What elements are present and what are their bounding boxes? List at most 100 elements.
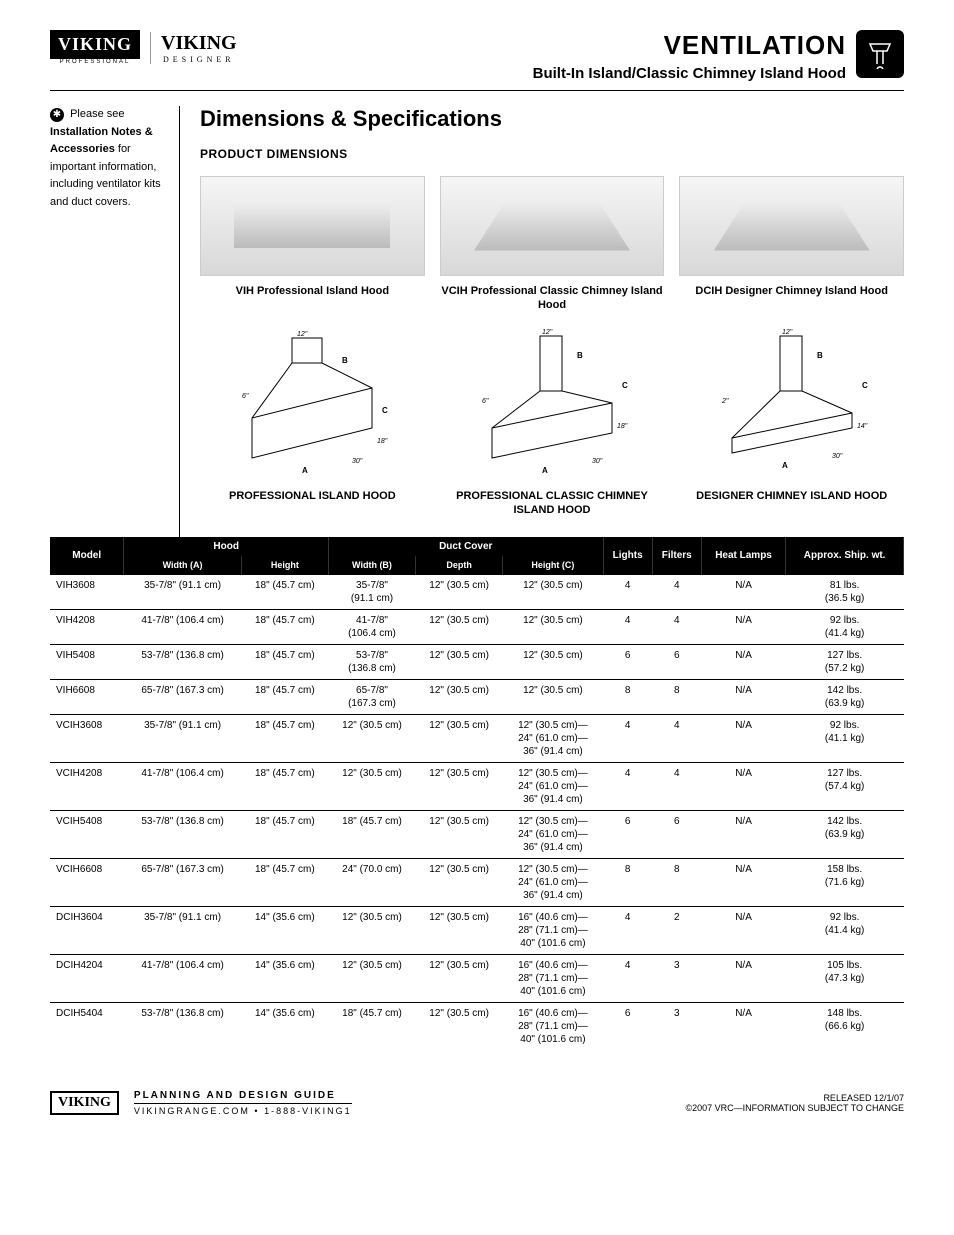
- diagram-3: 2" 12" B C 14" A 30": [679, 323, 904, 483]
- logo1-sub: PROFESSIONAL: [50, 59, 140, 65]
- cell-lights: 4: [603, 955, 652, 1003]
- header-right: VENTILATION Built-In Island/Classic Chim…: [533, 30, 904, 82]
- cell-lights: 4: [603, 715, 652, 763]
- cell-hh: 18" (45.7 cm): [241, 575, 328, 610]
- cell-hc: 12" (30.5 cm): [503, 575, 603, 610]
- cell-dd: 12" (30.5 cm): [416, 907, 503, 955]
- svg-text:30": 30": [352, 458, 363, 465]
- page-header: VIKING PROFESSIONAL VIKING DESIGNER VENT…: [50, 30, 904, 91]
- cell-dd: 12" (30.5 cm): [416, 811, 503, 859]
- cell-hh: 18" (45.7 cm): [241, 715, 328, 763]
- cell-wb: 18" (45.7 cm): [328, 811, 415, 859]
- sub-title: PRODUCT DIMENSIONS: [200, 147, 904, 161]
- th-duct: Duct Cover: [328, 537, 603, 556]
- cell-wb: 12" (30.5 cm): [328, 763, 415, 811]
- cell-dd: 12" (30.5 cm): [416, 645, 503, 680]
- logo2-sub: DESIGNER: [161, 55, 237, 64]
- cell-wb: 53-7/8" (136.8 cm): [328, 645, 415, 680]
- footer-line2: VIKINGRANGE.COM • 1-888-VIKING1: [134, 1106, 352, 1116]
- cell-model: VCIH3608: [50, 715, 124, 763]
- cell-wb: 18" (45.7 cm): [328, 1003, 415, 1051]
- table-row: VIH360835-7/8" (91.1 cm)18" (45.7 cm)35-…: [50, 575, 904, 610]
- cell-model: VCIH4208: [50, 763, 124, 811]
- section-title: Dimensions & Specifications: [200, 106, 904, 132]
- table-row: VIH540853-7/8" (136.8 cm)18" (45.7 cm)53…: [50, 645, 904, 680]
- cell-model: VIH3608: [50, 575, 124, 610]
- svg-text:12": 12": [297, 331, 308, 338]
- svg-text:18": 18": [617, 423, 628, 430]
- cell-lights: 8: [603, 859, 652, 907]
- svg-text:14": 14": [857, 423, 868, 430]
- cell-model: VCIH5408: [50, 811, 124, 859]
- svg-text:B: B: [577, 351, 583, 360]
- cell-filters: 6: [652, 645, 701, 680]
- cell-wa: 53-7/8" (136.8 cm): [124, 1003, 241, 1051]
- svg-text:30": 30": [832, 453, 843, 460]
- cell-hc: 12" (30.5 cm)— 24" (61.0 cm)— 36" (91.4 …: [503, 811, 603, 859]
- cell-wb: 12" (30.5 cm): [328, 955, 415, 1003]
- diagram-label-3: DESIGNER CHIMNEY ISLAND HOOD: [679, 489, 904, 503]
- footer-copyright: ©2007 VRC—INFORMATION SUBJECT TO CHANGE: [685, 1103, 904, 1113]
- th-hc: Height (C): [503, 556, 603, 575]
- svg-text:12": 12": [782, 329, 793, 336]
- cell-heat: N/A: [701, 645, 785, 680]
- svg-text:12": 12": [542, 329, 553, 336]
- cell-filters: 8: [652, 680, 701, 715]
- cell-dd: 12" (30.5 cm): [416, 859, 503, 907]
- cell-wa: 53-7/8" (136.8 cm): [124, 645, 241, 680]
- cell-hc: 12" (30.5 cm)— 24" (61.0 cm)— 36" (91.4 …: [503, 859, 603, 907]
- ventilation-icon: [856, 30, 904, 78]
- svg-text:6": 6": [482, 398, 489, 405]
- cell-hh: 14" (35.6 cm): [241, 907, 328, 955]
- cell-hc: 12" (30.5 cm): [503, 645, 603, 680]
- svg-text:A: A: [782, 461, 788, 470]
- cell-hc: 12" (30.5 cm)— 24" (61.0 cm)— 36" (91.4 …: [503, 715, 603, 763]
- cell-heat: N/A: [701, 610, 785, 645]
- diagram-label-1: PROFESSIONAL ISLAND HOOD: [200, 489, 425, 503]
- cell-wa: 35-7/8" (91.1 cm): [124, 907, 241, 955]
- table-row: DCIH540453-7/8" (136.8 cm)14" (35.6 cm)1…: [50, 1003, 904, 1051]
- cell-filters: 4: [652, 610, 701, 645]
- cell-hc: 16" (40.6 cm)— 28" (71.1 cm)— 40" (101.6…: [503, 1003, 603, 1051]
- table-row: DCIH360435-7/8" (91.1 cm)14" (35.6 cm) 12…: [50, 907, 904, 955]
- cell-model: VIH5408: [50, 645, 124, 680]
- cell-wt: 142 lbs. (63.9 kg): [786, 811, 904, 859]
- cell-heat: N/A: [701, 680, 785, 715]
- cell-filters: 4: [652, 575, 701, 610]
- cell-lights: 8: [603, 680, 652, 715]
- main-content: Dimensions & Specifications PRODUCT DIME…: [200, 106, 904, 537]
- cell-model: DCIH3604: [50, 907, 124, 955]
- footer-released: RELEASED 12/1/07: [685, 1093, 904, 1103]
- cell-heat: N/A: [701, 1003, 785, 1051]
- cell-wa: 41-7/8" (106.4 cm): [124, 610, 241, 645]
- cell-filters: 6: [652, 811, 701, 859]
- cell-lights: 4: [603, 610, 652, 645]
- specifications-table: Model Hood Duct Cover Lights Filters Hea…: [50, 537, 904, 1050]
- cell-hc: 16" (40.6 cm)— 28" (71.1 cm)— 40" (101.6…: [503, 955, 603, 1003]
- svg-text:6": 6": [242, 393, 249, 400]
- cell-wb: 65-7/8" (167.3 cm): [328, 680, 415, 715]
- cell-wa: 41-7/8" (106.4 cm): [124, 955, 241, 1003]
- footer-line1: PLANNING AND DESIGN GUIDE: [134, 1090, 352, 1104]
- cell-dd: 12" (30.5 cm): [416, 955, 503, 1003]
- cell-model: VIH6608: [50, 680, 124, 715]
- cell-filters: 4: [652, 715, 701, 763]
- footer-logo: VIKING: [50, 1091, 119, 1115]
- cell-heat: N/A: [701, 859, 785, 907]
- th-hh: Height: [241, 556, 328, 575]
- cell-hc: 12" (30.5 cm): [503, 610, 603, 645]
- cell-heat: N/A: [701, 955, 785, 1003]
- cell-wt: 92 lbs. (41.4 kg): [786, 907, 904, 955]
- brand-logos: VIKING PROFESSIONAL VIKING DESIGNER: [50, 30, 237, 65]
- cell-dd: 12" (30.5 cm): [416, 763, 503, 811]
- cell-hh: 18" (45.7 cm): [241, 680, 328, 715]
- cell-dd: 12" (30.5 cm): [416, 575, 503, 610]
- cell-wa: 35-7/8" (91.1 cm): [124, 715, 241, 763]
- page-category: VENTILATION: [533, 30, 846, 61]
- product-col-2: VCIH Professional Classic Chimney Island…: [440, 176, 665, 313]
- star-icon: ✱: [50, 108, 64, 122]
- cell-hh: 18" (45.7 cm): [241, 763, 328, 811]
- cell-hc: 16" (40.6 cm)— 28" (71.1 cm)— 40" (101.6…: [503, 907, 603, 955]
- diagram-row: 6" 12" B C 18" A 30" PROFESSIONAL ISLAND…: [200, 323, 904, 518]
- cell-lights: 4: [603, 907, 652, 955]
